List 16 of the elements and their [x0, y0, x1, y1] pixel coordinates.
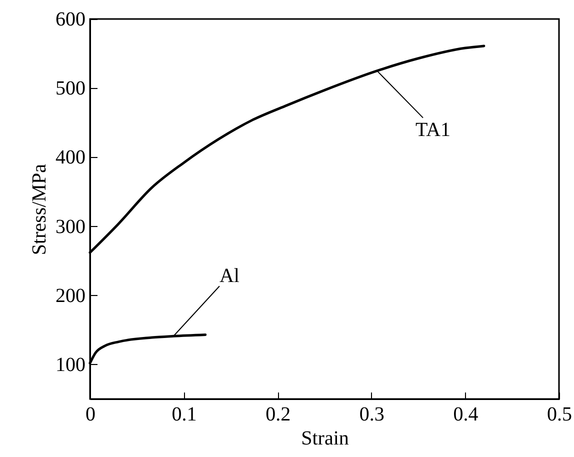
x-tick-label: 0.1	[172, 404, 197, 426]
y-tick-label: 500	[56, 78, 86, 100]
y-tick-label: 400	[56, 146, 86, 169]
y-tick-label: 100	[56, 354, 86, 376]
annotation: TA1	[415, 118, 451, 141]
y-axis-title: Stress/MPa	[28, 164, 50, 256]
x-tick-label: 0.4	[453, 404, 478, 426]
y-tick-label: 300	[56, 216, 86, 238]
x-tick-label: 0.3	[359, 404, 384, 426]
y-tick-label: 600	[56, 8, 86, 30]
y-tick-label: 200	[56, 284, 86, 307]
x-tick-label: 0.2	[266, 404, 291, 426]
annotation: Al	[219, 265, 240, 288]
x-tick-label: 0.5	[547, 404, 572, 426]
x-tick-label: 0	[86, 404, 96, 426]
x-axis-title: Strain	[301, 428, 349, 450]
